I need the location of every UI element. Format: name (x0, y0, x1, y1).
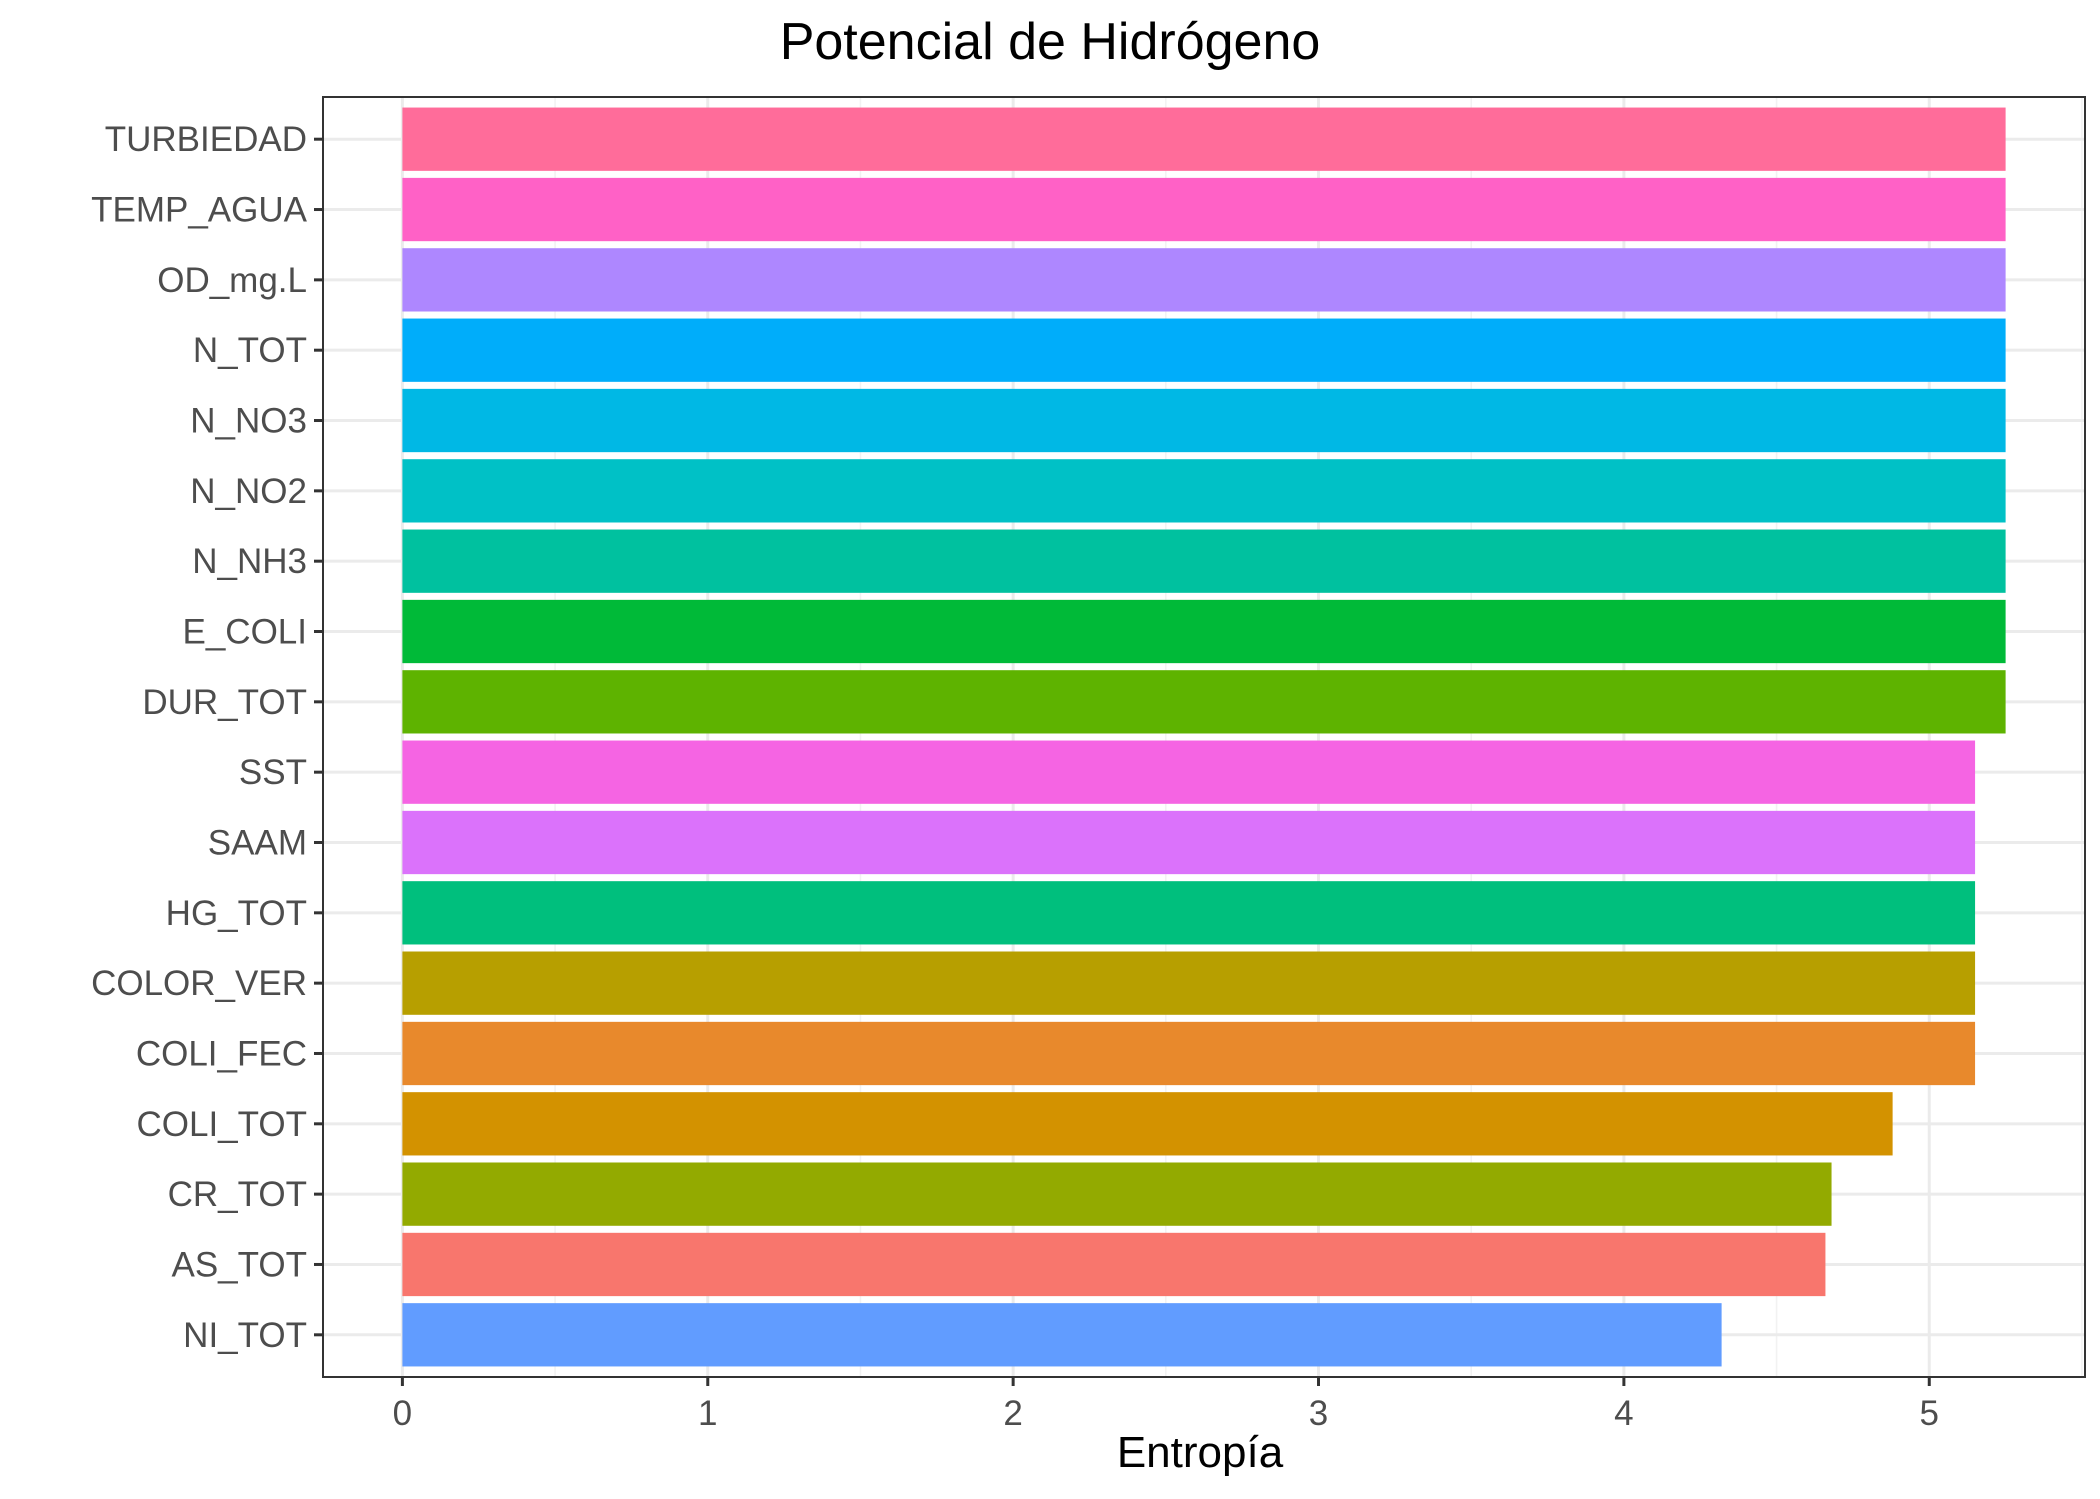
y-tick-label: CR_TOT (168, 1175, 307, 1214)
x-axis-label: Entropía (1116, 1428, 1284, 1477)
y-tick-label: E_COLI (183, 613, 308, 652)
x-tick-label: 3 (1309, 1394, 1328, 1433)
bar-dur-tot (402, 670, 2006, 734)
bar-od-mg-l (402, 248, 2006, 312)
y-tick-label: AS_TOT (171, 1245, 307, 1284)
y-tick-label: HG_TOT (166, 894, 307, 933)
chart-title: Potencial de Hidrógeno (779, 13, 1321, 71)
x-tick-label: 2 (1003, 1394, 1022, 1433)
bar-turbiedad (402, 107, 2006, 171)
x-tick-label: 0 (393, 1394, 412, 1433)
x-tick-label: 4 (1614, 1394, 1633, 1433)
axes: TURBIEDAD TEMP_AGUA OD_mg.L N_TOT N_NO3 N_NO2… (91, 120, 1939, 1433)
bar-cr-tot (402, 1162, 1832, 1226)
bar-n-nh3 (402, 529, 2006, 593)
bar-sst (402, 740, 1976, 804)
y-tick-label: COLOR_VER (91, 964, 307, 1003)
y-tick-label: SAAM (208, 823, 307, 862)
bar-coli-tot (402, 1092, 1893, 1156)
y-tick-label: COLI_FEC (136, 1034, 307, 1073)
bar-e-coli (402, 599, 2006, 664)
y-tick-label: TEMP_AGUA (91, 191, 308, 230)
bar-ni-tot (402, 1303, 1722, 1367)
x-tick-label: 1 (698, 1394, 717, 1433)
bar-temp-agua (402, 177, 2006, 242)
bar-n-tot (402, 318, 2006, 382)
y-tick-label: TURBIEDAD (105, 120, 307, 159)
bar-coli-fec (402, 1021, 1976, 1086)
x-tick-label: 5 (1920, 1394, 1939, 1433)
bar-saam (402, 810, 1976, 875)
bar-hg-tot (402, 881, 1976, 945)
bar-n-no3 (402, 388, 2006, 453)
y-tick-label: NI_TOT (183, 1316, 307, 1355)
y-tick-label: OD_mg.L (157, 261, 307, 300)
bar-as-tot (402, 1232, 1826, 1297)
y-tick-label: DUR_TOT (142, 683, 307, 722)
bar-color-ver (402, 951, 1976, 1015)
y-tick-label: SST (239, 753, 307, 792)
y-tick-label: COLI_TOT (136, 1105, 307, 1144)
y-tick-label: N_TOT (193, 331, 307, 370)
bar-n-no2 (402, 459, 2006, 523)
y-tick-label: N_NH3 (192, 542, 307, 581)
bars (402, 107, 2006, 1367)
y-tick-label: N_NO2 (190, 472, 307, 511)
panel-border (322, 96, 2086, 1378)
y-tick-label: N_NO3 (190, 402, 307, 441)
